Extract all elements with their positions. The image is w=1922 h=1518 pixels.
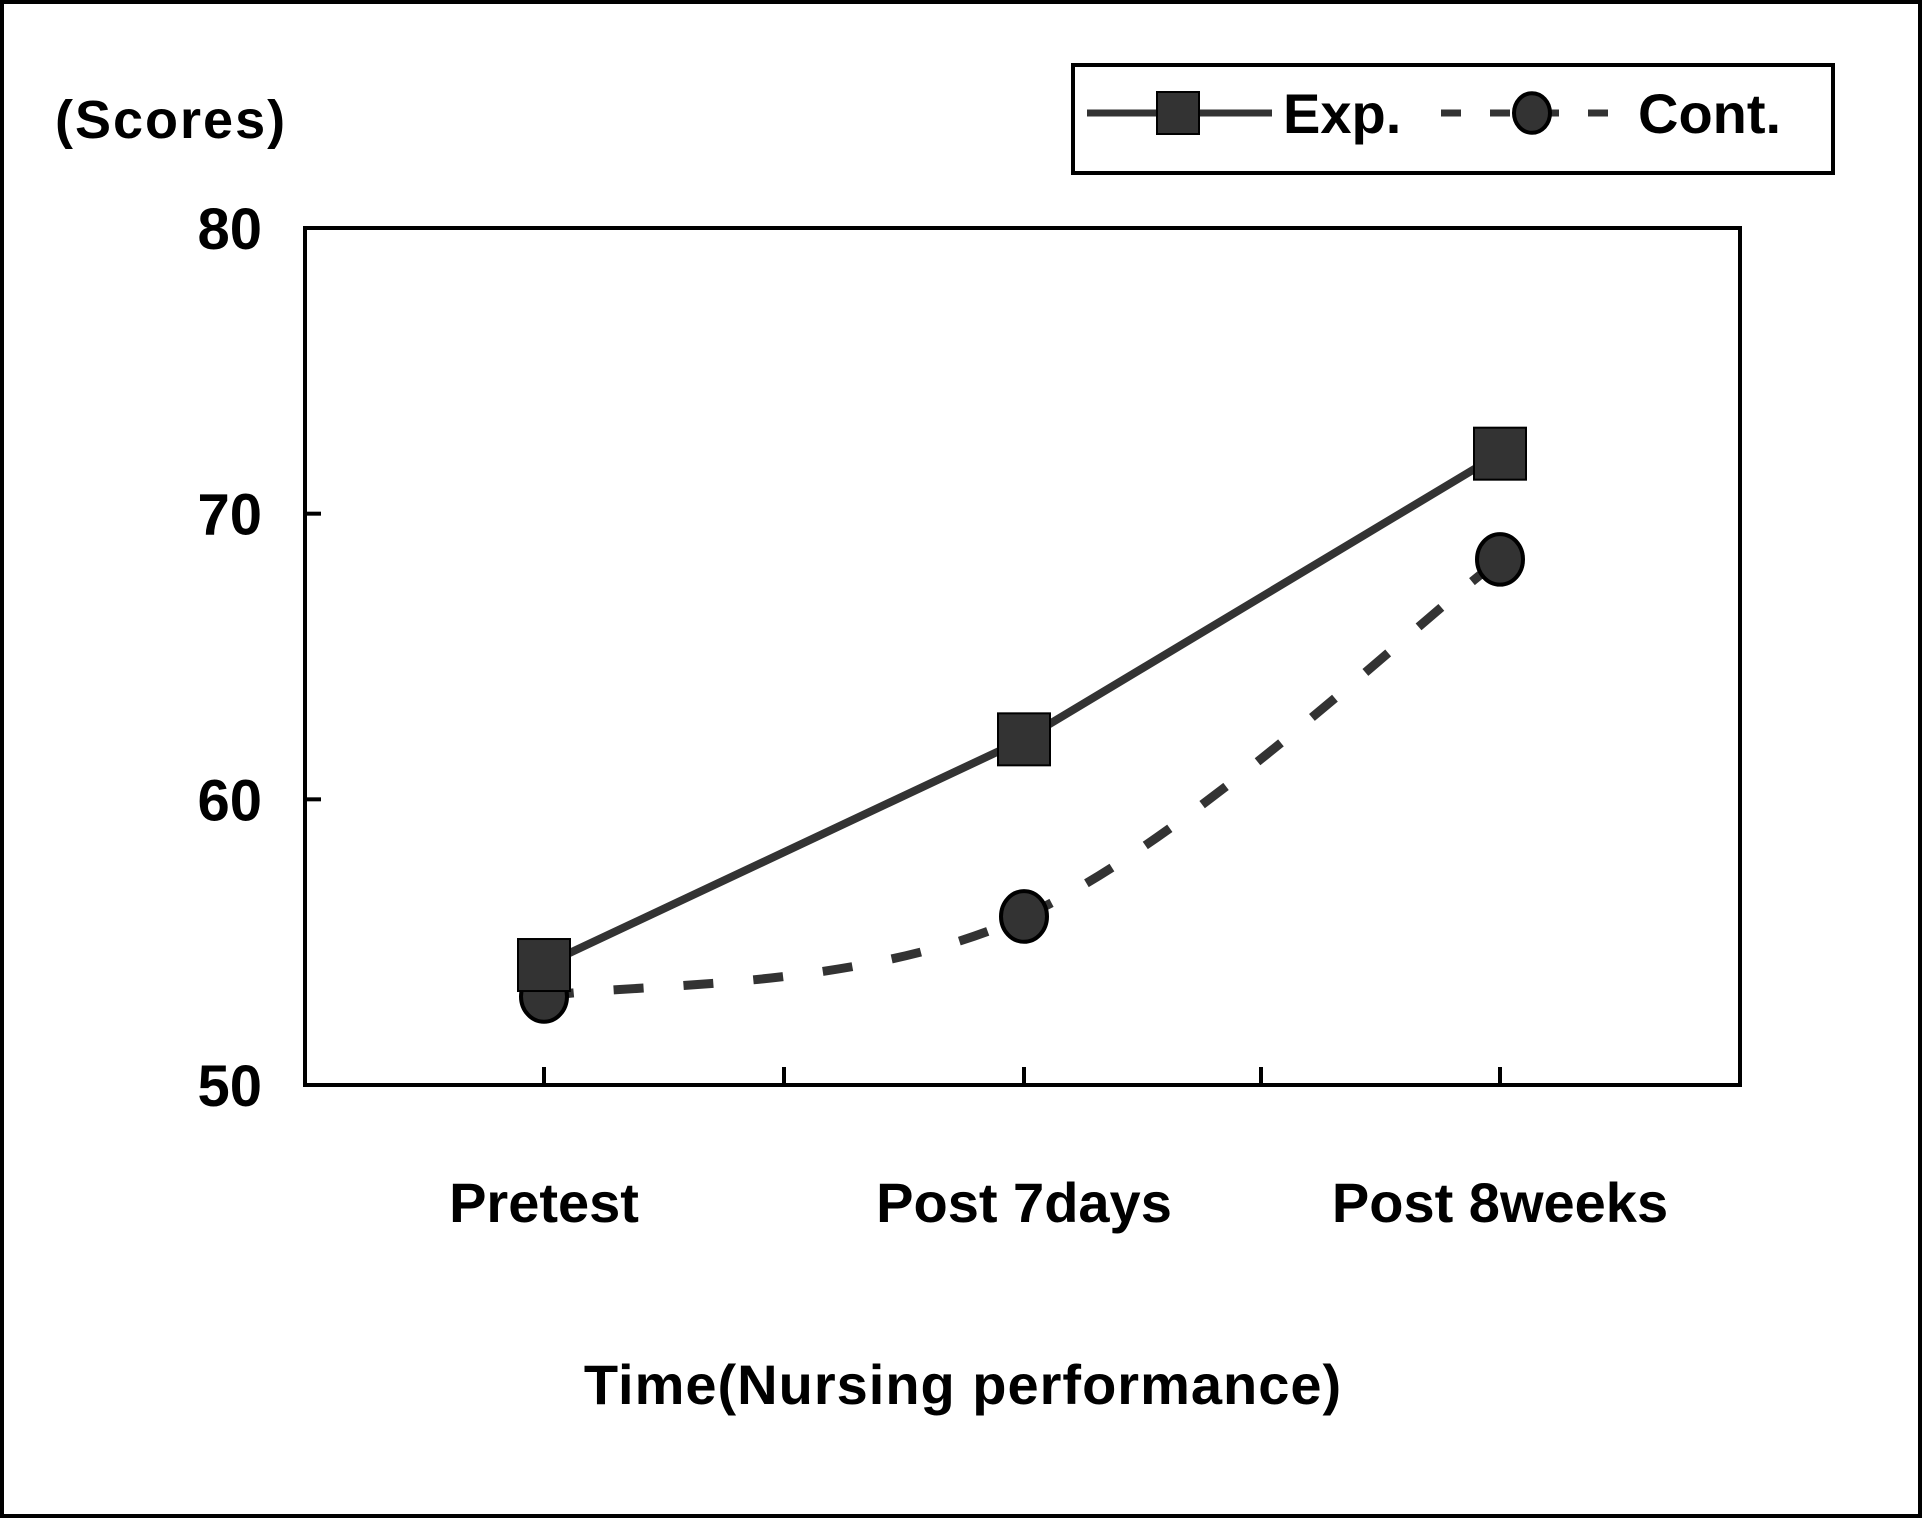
x-axis-title: Time(Nursing performance) [584,1353,1342,1416]
legend: Exp. Cont. [1071,63,1835,175]
x-tick-label: Pretest [449,1171,639,1234]
series-layer [517,426,1527,1024]
series-cont [519,532,1525,1024]
series-exp [517,426,1527,993]
cont-circle-marker [1475,532,1525,587]
legend-items: Exp. Cont. [1087,82,1781,145]
legend-exp-square-marker [1156,91,1200,135]
y-axis-unit-label: (Scores) [55,90,287,150]
legend-label-exp: Exp. [1283,82,1401,145]
y-axis-ticks: 50 60 70 80 [197,197,321,1119]
x-tick-label: Post 8weeks [1332,1171,1668,1234]
exp-square-marker [1473,426,1527,481]
y-tick-label: 60 [197,768,262,833]
x-tick-label: Post 7days [876,1171,1172,1234]
cont-circle-marker [999,889,1049,944]
y-tick-label: 80 [197,197,262,262]
legend-label-cont: Cont. [1638,82,1781,145]
x-axis-ticks: Pretest Post 7days Post 8weeks [449,1067,1668,1234]
series-line-exp [542,450,1503,969]
legend-cont-circle-marker [1512,91,1552,135]
y-tick-label: 70 [197,483,262,548]
y-tick-label: 50 [197,1054,262,1119]
exp-square-marker [997,712,1051,767]
exp-square-marker [517,938,571,993]
